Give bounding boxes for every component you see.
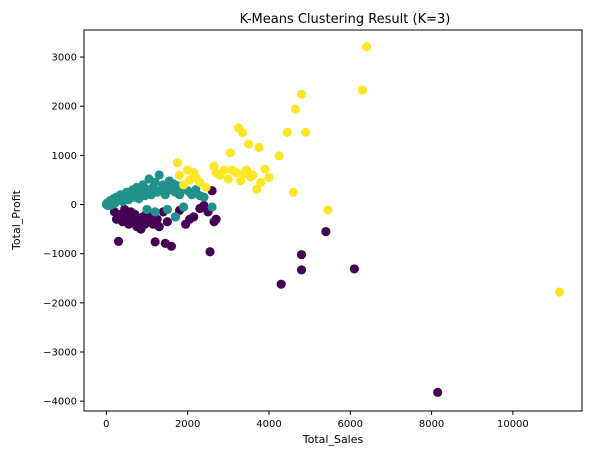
point-cluster-0-25 — [162, 217, 172, 227]
x-tick-label: 6000 — [338, 419, 363, 430]
scatter-points — [101, 42, 565, 397]
point-cluster-2-13 — [223, 174, 233, 184]
y-tick-label: 2000 — [52, 102, 77, 113]
point-cluster-0-39 — [276, 279, 286, 289]
y-axis-label: Total_Profit — [10, 189, 23, 251]
point-cluster-1-49 — [142, 204, 152, 215]
point-cluster-0-10 — [130, 209, 140, 219]
point-cluster-2-39 — [555, 287, 565, 297]
point-cluster-0-20 — [150, 237, 160, 247]
point-cluster-0-38 — [211, 214, 221, 224]
point-cluster-2-37 — [357, 85, 368, 95]
point-cluster-1-50 — [150, 207, 160, 217]
y-axis-ticks: −4000 −3000 −2000 −1000 0 1000 2000 3000 — [43, 53, 84, 408]
point-cluster-2-38 — [361, 42, 372, 52]
point-cluster-2-32 — [288, 187, 298, 197]
y-tick-label: 0 — [71, 200, 77, 211]
point-cluster-2-34 — [296, 89, 307, 100]
point-cluster-2-19 — [237, 128, 248, 138]
x-tick-label: 10000 — [497, 419, 529, 430]
point-cluster-2-26 — [254, 142, 264, 153]
point-cluster-1-51 — [162, 204, 172, 215]
point-cluster-0-40 — [296, 250, 307, 260]
x-tick-label: 8000 — [419, 419, 444, 430]
point-cluster-2-29 — [264, 172, 274, 183]
point-cluster-2-25 — [252, 184, 262, 194]
x-tick-label: 2000 — [175, 419, 200, 430]
point-cluster-2-14 — [225, 148, 235, 158]
point-cluster-1-52 — [170, 212, 181, 222]
point-cluster-0-26 — [166, 241, 177, 251]
point-cluster-2-12 — [219, 165, 229, 175]
x-tick-label: 4000 — [256, 419, 281, 430]
point-cluster-2-30 — [274, 151, 284, 161]
point-cluster-2-22 — [244, 139, 254, 149]
point-cluster-0-41 — [296, 265, 307, 275]
y-tick-label: −1000 — [43, 249, 77, 260]
point-cluster-0-35 — [205, 247, 215, 257]
point-cluster-2-18 — [235, 176, 246, 186]
y-tick-label: −3000 — [43, 348, 77, 359]
point-cluster-0-22 — [154, 222, 164, 232]
x-axis-label: Total_Sales — [302, 433, 364, 446]
point-cluster-2-28 — [260, 164, 270, 174]
x-tick-label: 0 — [103, 419, 109, 430]
point-cluster-0-2 — [113, 236, 124, 246]
point-cluster-0-44 — [433, 387, 443, 397]
point-cluster-1-53 — [179, 202, 189, 212]
point-cluster-0-43 — [349, 264, 359, 274]
y-tick-label: 3000 — [52, 53, 77, 64]
y-tick-label: −4000 — [43, 397, 77, 408]
point-cluster-1-29 — [150, 177, 160, 187]
point-cluster-2-24 — [248, 170, 258, 180]
point-cluster-0-21 — [152, 214, 162, 224]
point-cluster-1-34 — [160, 190, 170, 200]
y-tick-label: 1000 — [52, 151, 77, 162]
point-cluster-2-21 — [242, 165, 252, 175]
point-cluster-2-16 — [231, 167, 242, 178]
point-cluster-1-54 — [207, 202, 217, 212]
point-cluster-2-1 — [174, 170, 185, 180]
point-cluster-2-8 — [201, 182, 211, 192]
y-tick-label: −2000 — [43, 298, 77, 309]
point-cluster-2-0 — [172, 158, 183, 168]
plot-frame — [83, 29, 583, 412]
point-cluster-1-31 — [154, 170, 164, 180]
x-axis-ticks: 0 2000 4000 6000 8000 10000 — [103, 411, 529, 430]
point-cluster-1-48 — [199, 192, 209, 202]
point-cluster-2-31 — [282, 127, 292, 137]
point-cluster-2-36 — [323, 205, 333, 215]
point-cluster-0-42 — [321, 226, 331, 237]
point-cluster-2-33 — [290, 104, 300, 114]
chart-title: K-Means Clustering Result (K=3) — [240, 12, 451, 27]
point-cluster-2-35 — [300, 127, 311, 137]
point-cluster-2-27 — [256, 177, 266, 187]
point-cluster-0-31 — [189, 212, 199, 222]
point-cluster-2-7 — [195, 177, 205, 187]
point-cluster-2-2 — [179, 180, 189, 190]
